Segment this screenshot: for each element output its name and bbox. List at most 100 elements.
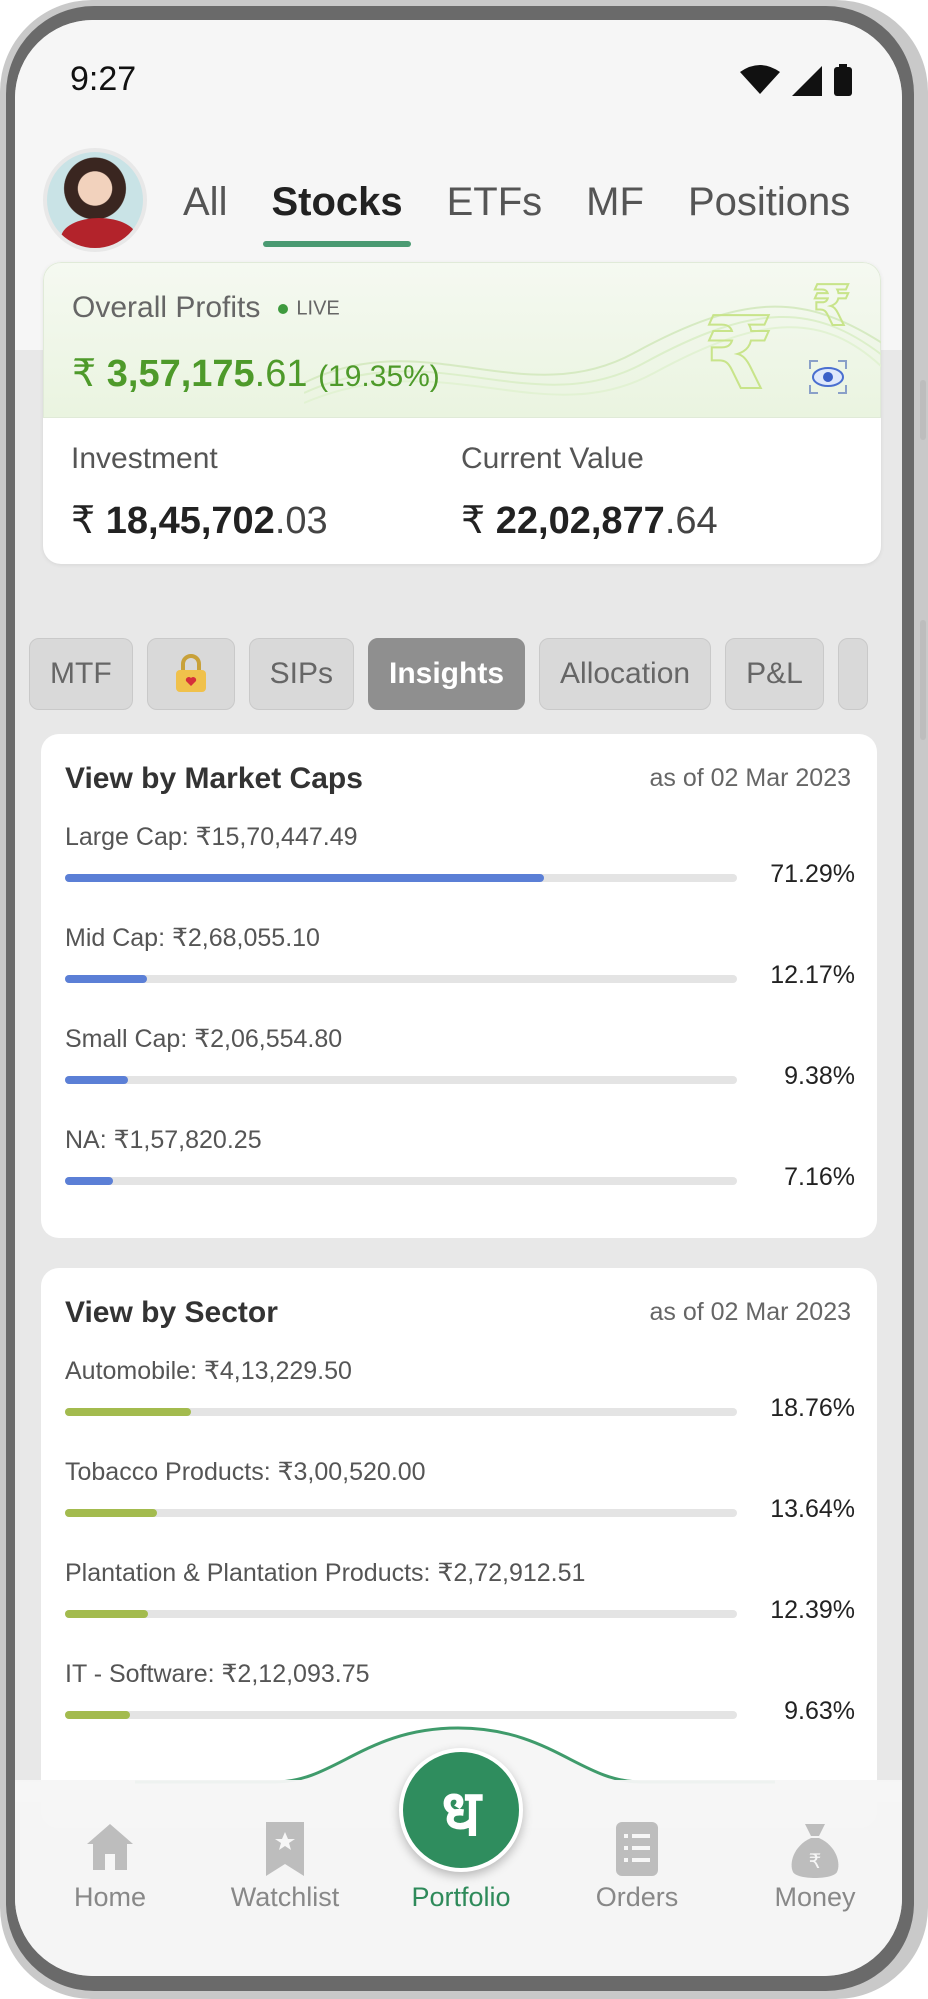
market-cap-row: NA: ₹1,57,820.25 7.16% <box>65 1125 855 1225</box>
nav-orders-label[interactable]: Orders <box>595 1882 679 1912</box>
market-cap-bar-track <box>65 874 737 882</box>
nav-money[interactable]: ₹ <box>745 1820 885 1887</box>
volume-button <box>920 380 926 440</box>
orders-icon <box>616 1822 658 1876</box>
market-caps-date: as of 02 Mar 2023 <box>649 764 851 792</box>
sector-bar-track <box>65 1610 737 1618</box>
nav-portfolio-label[interactable]: Portfolio <box>411 1882 511 1912</box>
market-cap-row-percent: 7.16% <box>784 1163 855 1191</box>
sector-row-label: Tobacco Products: ₹3,00,520.00 <box>65 1458 426 1486</box>
market-cap-row: Large Cap: ₹15,70,447.49 71.29% <box>65 822 855 922</box>
chip-lock[interactable] <box>146 638 235 710</box>
market-cap-row-percent: 71.29% <box>770 860 855 888</box>
overall-profits-label: Overall Profits LIVE <box>72 291 340 324</box>
wifi-icon <box>740 65 780 94</box>
market-cap-bar-fill <box>65 975 147 983</box>
battery-icon <box>834 64 852 96</box>
market-cap-bar-track <box>65 1177 737 1185</box>
sector-bar-track <box>65 1408 737 1416</box>
sector-row: Tobacco Products: ₹3,00,520.00 13.64% <box>65 1457 855 1557</box>
nav-watchlist[interactable] <box>215 1820 355 1885</box>
profit-percent: (19.35%) <box>318 360 440 393</box>
investment-value: ₹ 18,45,702.03 <box>71 500 328 542</box>
nav-watchlist-label[interactable]: Watchlist <box>230 1882 340 1912</box>
wave-decoration <box>304 305 881 404</box>
eye-icon[interactable] <box>806 355 850 399</box>
sector-bar-fill <box>65 1509 157 1517</box>
status-bar: 9:27 <box>15 20 902 130</box>
market-cap-row-label: NA: ₹1,57,820.25 <box>65 1126 262 1154</box>
market-cap-row-percent: 9.38% <box>784 1062 855 1090</box>
profit-banner: ₹ ₹ Overall Profits LIVE ₹ 3,57,175.61 (1… <box>43 262 881 418</box>
sector-row-percent: 18.76% <box>770 1394 855 1422</box>
chip-insights[interactable]: Insights <box>368 638 526 710</box>
current-value-label: Current Value <box>461 442 644 475</box>
money-bag-icon: ₹ <box>791 1824 839 1878</box>
market-cap-bar-fill <box>65 874 545 882</box>
sector-row-label: IT - Software: ₹2,12,093.75 <box>65 1660 370 1688</box>
home-icon <box>87 1824 133 1870</box>
screen: 9:27 All Stocks ETFs MF Positions ₹ ₹ <box>15 20 902 1976</box>
sector-bar-track <box>65 1711 737 1719</box>
portfolio-icon: ध <box>441 1776 481 1849</box>
tab-all[interactable]: All <box>183 180 228 224</box>
market-cap-row: Small Cap: ₹2,06,554.80 9.38% <box>65 1024 855 1124</box>
tab-etfs[interactable]: ETFs <box>446 180 543 224</box>
tab-positions[interactable]: Positions <box>687 180 851 224</box>
rupee-decoration-icon: ₹ <box>703 297 775 411</box>
portfolio-header: All Stocks ETFs MF Positions <box>15 130 902 270</box>
signal-icon <box>792 66 822 96</box>
market-cap-bar-track <box>65 1076 737 1084</box>
investment-block: Investment ₹ 18,45,702.03 <box>71 442 328 543</box>
tab-stocks[interactable]: Stocks <box>263 180 411 247</box>
live-indicator-icon <box>278 304 289 315</box>
current-value-block: Current Value ₹ 22,02,877.64 <box>461 442 718 543</box>
lock-icon <box>175 654 206 692</box>
chip-more[interactable] <box>837 638 868 710</box>
market-cap-row-label: Mid Cap: ₹2,68,055.10 <box>65 924 320 952</box>
current-value-value: ₹ 22,02,877.64 <box>461 500 718 542</box>
market-cap-bar-fill <box>65 1076 129 1084</box>
nav-orders[interactable] <box>567 1820 707 1883</box>
sector-bar-fill <box>65 1610 149 1618</box>
sector-row-label: Plantation & Plantation Products: ₹2,72,… <box>65 1559 586 1587</box>
live-label: LIVE <box>296 297 340 320</box>
rupee-decoration-small-icon: ₹ <box>811 273 852 338</box>
sector-bar-fill <box>65 1408 192 1416</box>
nav-home[interactable] <box>40 1820 180 1879</box>
status-icons <box>740 64 852 96</box>
nav-home-label[interactable]: Home <box>73 1882 147 1912</box>
tab-mf[interactable]: MF <box>586 180 644 224</box>
market-cap-row-percent: 12.17% <box>770 961 855 989</box>
market-caps-title: View by Market Caps <box>65 762 363 795</box>
chip-sips[interactable]: SIPs <box>248 638 354 710</box>
sector-row: IT - Software: ₹2,12,093.75 9.63% <box>65 1659 855 1759</box>
avatar[interactable] <box>43 148 147 252</box>
sector-row-percent: 13.64% <box>770 1495 855 1523</box>
market-cap-row-label: Large Cap: ₹15,70,447.49 <box>65 823 358 851</box>
sector-row-percent: 9.63% <box>784 1697 855 1725</box>
sector-row: Automobile: ₹4,13,229.50 18.76% <box>65 1356 855 1456</box>
sector-date: as of 02 Mar 2023 <box>649 1298 851 1326</box>
watchlist-icon <box>266 1822 304 1876</box>
svg-text:₹: ₹ <box>809 1849 822 1873</box>
sector-title: View by Sector <box>65 1296 278 1329</box>
market-cap-row-label: Small Cap: ₹2,06,554.80 <box>65 1025 343 1053</box>
chip-mtf[interactable]: MTF <box>29 638 133 710</box>
market-caps-card: View by Market Caps as of 02 Mar 2023 La… <box>41 734 877 1238</box>
nav-portfolio[interactable]: ध <box>399 1748 523 1872</box>
sector-bar-fill <box>65 1711 130 1719</box>
status-time: 9:27 <box>70 60 137 98</box>
asset-tabs: All Stocks ETFs MF Positions <box>183 180 850 247</box>
market-cap-row: Mid Cap: ₹2,68,055.10 12.17% <box>65 923 855 1023</box>
sector-row: Plantation & Plantation Products: ₹2,72,… <box>65 1558 855 1658</box>
investment-label: Investment <box>71 442 218 475</box>
chip-pnl[interactable]: P&L <box>725 638 824 710</box>
market-cap-bar-track <box>65 975 737 983</box>
sector-row-label: Automobile: ₹4,13,229.50 <box>65 1357 352 1385</box>
nav-money-label[interactable]: Money <box>774 1882 856 1912</box>
overall-profit-value: ₹ 3,57,175.61 (19.35%) <box>72 353 440 395</box>
sector-bar-track <box>65 1509 737 1517</box>
chip-allocation[interactable]: Allocation <box>539 638 712 710</box>
market-cap-bar-fill <box>65 1177 114 1185</box>
